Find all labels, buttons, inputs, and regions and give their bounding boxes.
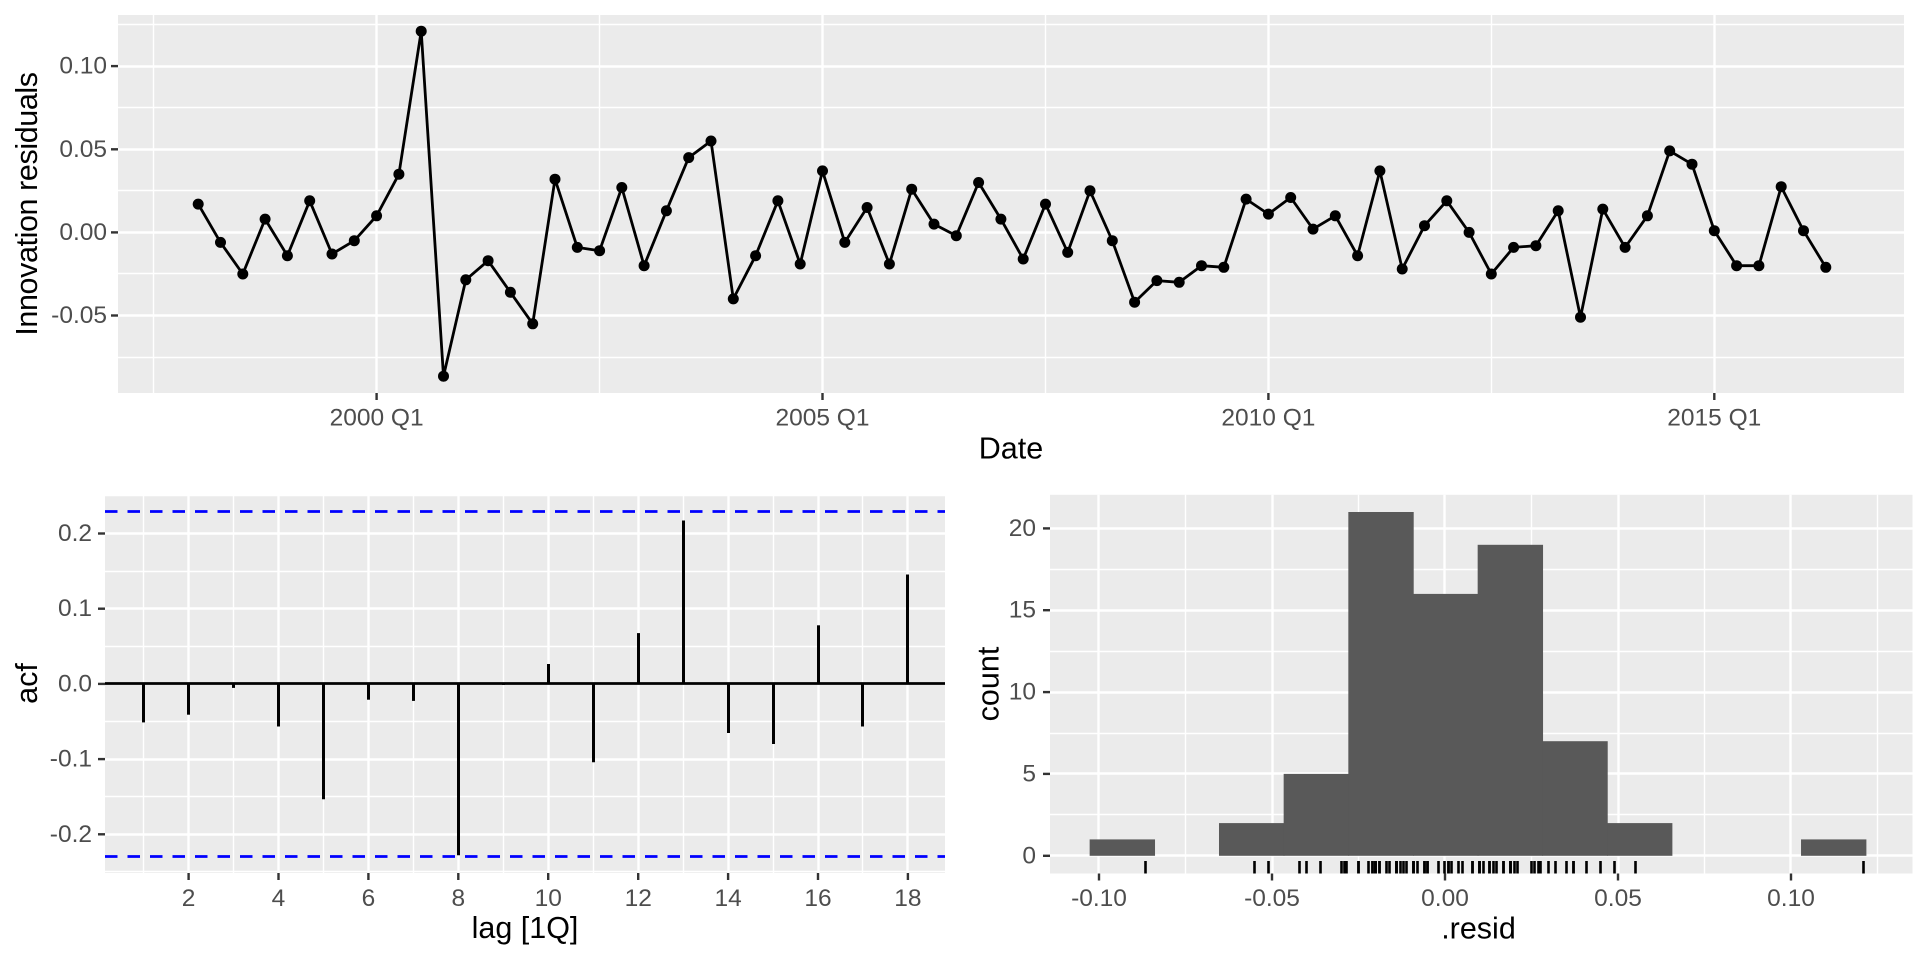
svg-text:2000 Q1: 2000 Q1 [330,405,424,432]
svg-text:-0.10: -0.10 [1071,885,1127,912]
svg-text:2005 Q1: 2005 Q1 [776,405,870,432]
svg-text:15: 15 [1009,597,1036,624]
svg-text:.resid: .resid [1441,912,1516,946]
svg-text:10: 10 [535,885,562,912]
svg-text:lag [1Q]: lag [1Q] [472,911,579,945]
svg-text:5: 5 [1022,760,1036,787]
svg-text:0.2: 0.2 [58,520,92,547]
svg-text:4: 4 [272,885,286,912]
svg-text:0.1: 0.1 [58,595,92,622]
svg-text:Innovation residuals: Innovation residuals [10,72,44,335]
svg-text:2015 Q1: 2015 Q1 [1667,405,1761,432]
svg-text:10: 10 [1009,679,1036,706]
svg-text:-0.2: -0.2 [50,821,92,848]
svg-text:count: count [972,646,1006,721]
svg-text:2010 Q1: 2010 Q1 [1221,405,1315,432]
svg-text:2: 2 [182,885,196,912]
svg-text:0.05: 0.05 [1594,885,1642,912]
svg-text:-0.05: -0.05 [51,302,107,329]
svg-text:12: 12 [625,885,652,912]
svg-text:16: 16 [804,885,831,912]
svg-text:Date: Date [979,432,1043,466]
svg-text:acf: acf [10,663,44,704]
svg-text:18: 18 [894,885,921,912]
svg-text:0.00: 0.00 [1421,885,1469,912]
svg-text:14: 14 [714,885,741,912]
svg-text:20: 20 [1009,515,1036,542]
svg-text:8: 8 [451,885,465,912]
svg-text:-0.1: -0.1 [50,746,92,773]
svg-text:-0.05: -0.05 [1244,885,1300,912]
svg-text:0: 0 [1022,842,1036,869]
svg-text:0.10: 0.10 [59,53,107,80]
svg-text:0.0: 0.0 [58,670,92,697]
svg-text:0.05: 0.05 [59,136,107,163]
svg-text:0.00: 0.00 [59,219,107,246]
svg-text:0.10: 0.10 [1767,885,1815,912]
svg-text:6: 6 [362,885,376,912]
